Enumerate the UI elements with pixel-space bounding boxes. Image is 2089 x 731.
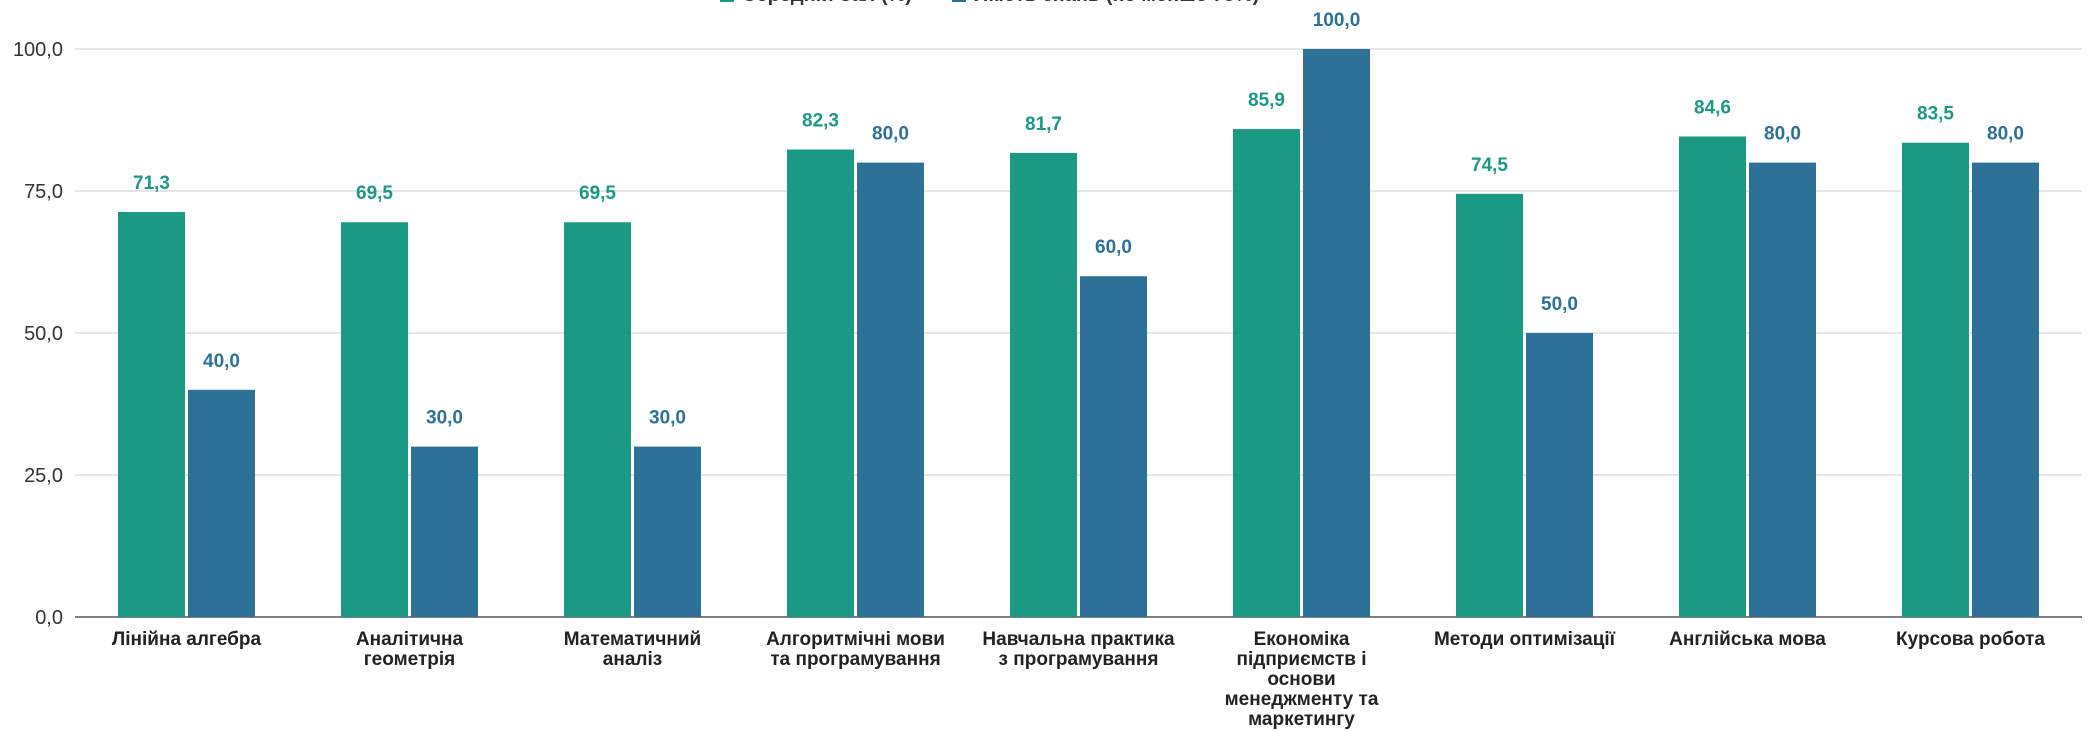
x-tick-label: Лінійна алгебра	[112, 629, 262, 650]
data-label: 69,5	[356, 183, 393, 204]
bar[interactable]	[1902, 142, 1969, 617]
x-tick-label: Аналітична геометрія	[356, 629, 464, 670]
gridlines	[75, 48, 2082, 618]
y-tick-label: 25,0	[24, 465, 63, 487]
bar[interactable]	[1526, 333, 1593, 617]
bar[interactable]	[564, 222, 631, 618]
legend[interactable]: Середній бал (%) Якість знань (не менше 7…	[720, 0, 1259, 6]
legend-swatch	[720, 0, 734, 2]
x-tick-label: Економіка підприємств і основи менеджменту …	[1225, 629, 1379, 730]
data-label: 50,0	[1541, 294, 1578, 315]
x-tick-label: Методи оптимізації	[1434, 629, 1616, 650]
y-tick-label: 75,0	[24, 181, 63, 203]
bar[interactable]	[341, 222, 408, 618]
bar[interactable]	[1972, 162, 2039, 617]
data-label: 60,0	[1095, 237, 1132, 258]
x-tick-label: Алгоритмічні мови та програмування	[766, 629, 945, 670]
x-tick-label: Курсова робота	[1896, 629, 2045, 650]
y-axis: 0,0 25,0 50,0 75,0 100,0	[13, 39, 63, 629]
legend-swatch	[952, 0, 966, 2]
data-label: 80,0	[1764, 124, 1801, 145]
bar[interactable]	[1679, 136, 1746, 618]
bar[interactable]	[787, 149, 854, 617]
bar[interactable]	[411, 446, 478, 617]
data-label: 100,0	[1313, 10, 1361, 31]
bar[interactable]	[1010, 152, 1077, 617]
data-label: 69,5	[579, 183, 616, 204]
y-tick-label: 0,0	[35, 607, 63, 629]
data-label: 81,7	[1025, 114, 1062, 135]
data-label: 84,6	[1694, 97, 1731, 118]
x-tick-label: Математичний аналіз	[564, 629, 701, 670]
data-label: 80,0	[1987, 124, 2024, 145]
legend-item[interactable]: Середній бал (%)	[720, 0, 912, 6]
data-label: 74,5	[1471, 155, 1508, 176]
data-label: 71,3	[133, 173, 170, 194]
bar[interactable]	[1080, 276, 1147, 617]
data-label: 40,0	[203, 351, 240, 372]
legend-label: Якість знань (не менше 75%)	[974, 0, 1259, 6]
data-label: 30,0	[426, 408, 463, 429]
y-tick-label: 100,0	[13, 39, 63, 61]
bar[interactable]	[1456, 193, 1523, 617]
bar[interactable]	[188, 389, 255, 617]
x-axis: Лінійна алгебра Аналітична геометрія Матема…	[112, 629, 2045, 730]
bar[interactable]	[634, 446, 701, 617]
bar[interactable]	[857, 162, 924, 617]
data-label: 82,3	[802, 111, 839, 132]
x-tick-label: Навчальна практика з програмування	[982, 629, 1175, 670]
bar[interactable]	[1749, 162, 1816, 617]
bars	[118, 49, 2039, 618]
legend-label: Середній бал (%)	[742, 0, 912, 6]
data-label: 80,0	[872, 124, 909, 145]
bar[interactable]	[1303, 49, 1370, 617]
legend-item[interactable]: Якість знань (не менше 75%)	[952, 0, 1259, 6]
bar[interactable]	[118, 212, 185, 618]
bar[interactable]	[1233, 129, 1300, 617]
data-labels: 71,3 40,0 69,5 30,0 69,5 30,0 82,3 80,0 81,7 60,0…	[133, 10, 2024, 429]
y-tick-label: 50,0	[24, 323, 63, 345]
data-label: 85,9	[1248, 90, 1285, 111]
x-tick-label: Англійська мова	[1669, 629, 1826, 650]
data-label: 83,5	[1917, 104, 1954, 125]
data-label: 30,0	[649, 408, 686, 429]
